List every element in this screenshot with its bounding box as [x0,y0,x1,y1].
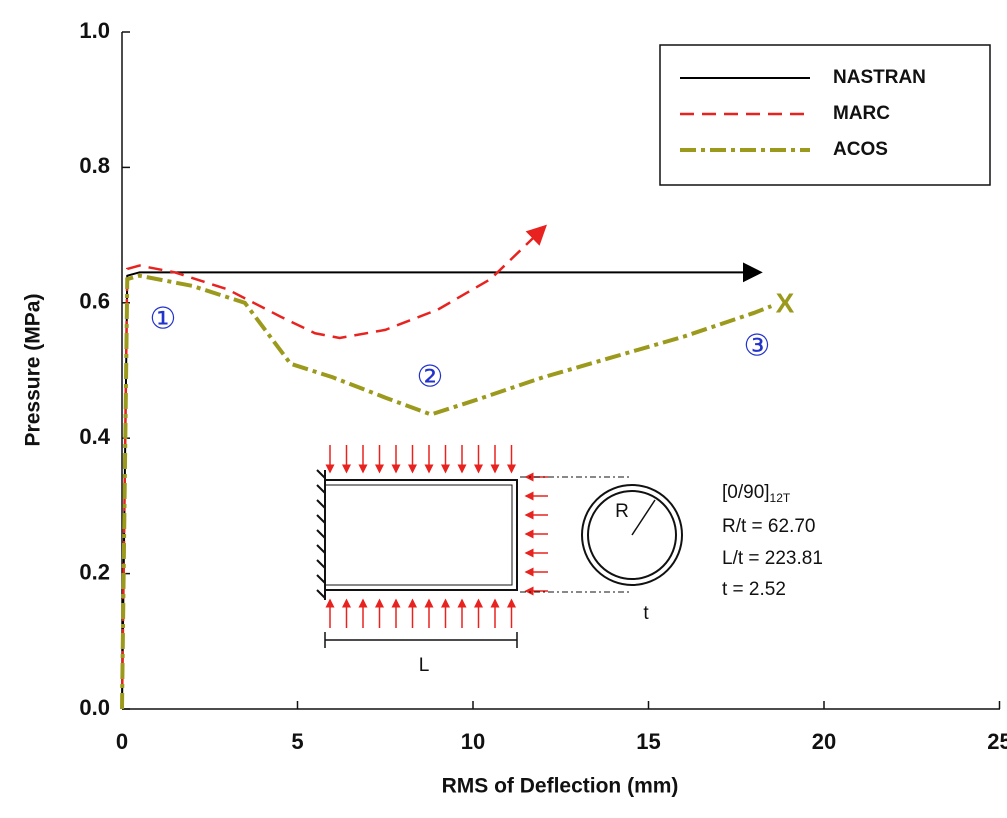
section-inner [587,490,677,580]
cylinder [324,479,518,591]
inset-label: [0/90]12T [722,482,791,505]
legend-label: NASTRAN [833,67,926,88]
legend-label: ACOS [833,139,888,160]
section-outer [581,484,683,586]
failure-marker: X [776,287,795,318]
x-axis-label: RMS of Deflection (mm) [442,775,679,798]
cylinder-inner [324,484,513,586]
wall-hatch [316,469,326,600]
inset-label: R/t = 62.70 [722,516,815,537]
annotation: ③ [744,329,771,364]
annotation: ② [417,360,444,395]
radius-line [631,499,656,536]
x-tick-label: 15 [636,729,660,754]
inset-label: [0/90] [722,482,770,503]
x-tick-label: 5 [291,729,303,754]
y-axis-label: Pressure (MPa) [22,294,45,447]
inset-label: t [643,603,649,624]
y-tick-label: 0.6 [79,289,110,314]
inset-label: 12T [770,491,791,505]
x-tick-label: 20 [812,729,836,754]
legend-label: MARC [833,103,890,124]
y-tick-label: 0.2 [79,559,110,584]
y-tick-label: 0.4 [79,424,110,449]
series-line [120,273,773,710]
dim-line [520,476,632,593]
inset-diagram [316,445,683,648]
x-tick-label: 25 [987,729,1007,754]
annotation: ① [150,302,177,337]
y-tick-label: 0.8 [79,153,110,178]
y-tick-label: 0.0 [79,695,110,720]
x-tick-label: 0 [116,729,128,754]
inset-label: L/t = 223.81 [722,548,823,569]
inset-label: L [419,655,430,676]
inset-label: t = 2.52 [722,579,786,600]
y-tick-label: 1.0 [79,18,110,43]
length-dim [324,632,518,648]
x-tick-label: 10 [461,729,485,754]
load-arrows [325,445,548,628]
inset-label: R [615,501,629,522]
series-line [120,224,547,710]
